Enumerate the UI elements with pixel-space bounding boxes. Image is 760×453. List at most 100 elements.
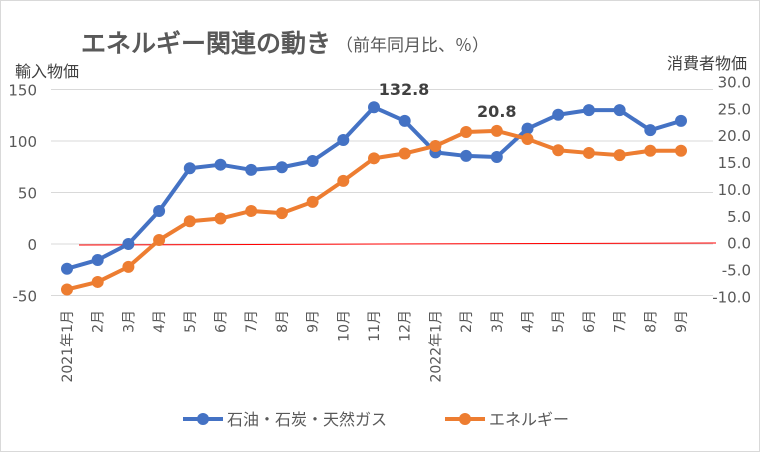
data-point [613,149,626,162]
data-point [460,149,473,162]
category-label: 8月 [643,310,659,333]
category-label: 5月 [183,310,199,333]
data-point [460,125,473,138]
right-tick-label: 10.0 [718,181,751,199]
category-label: 2月 [459,310,475,333]
legend-item-energy[interactable]: エネルギー [445,410,569,429]
data-point [521,132,534,145]
zero-reference-line [78,242,717,246]
category-label: 6月 [582,310,598,333]
right-axis-title: 消費者物価 [667,54,747,73]
left-axis-ticks: 150 100 50 0 -50 [8,82,37,306]
data-label: 20.8 [477,102,516,121]
category-label: 8月 [275,310,291,333]
data-point [122,260,135,273]
category-label: 4月 [152,310,168,333]
data-point [245,163,258,176]
data-point [644,144,657,157]
data-point [275,207,288,220]
data-point [153,205,166,218]
data-point [552,108,565,121]
left-tick-label: -50 [13,288,38,306]
left-tick-label: 50 [18,185,37,203]
data-point [91,253,104,266]
right-tick-label: 5.0 [727,208,751,226]
category-axis: 2021年1月 2月 3月 4月 5月 6月 7月 8月 9月 10月 11月 12月 2022年1月 2… [60,310,690,383]
data-point [91,275,104,288]
category-label: 9月 [306,310,322,333]
category-label: 2022年1月 [428,310,444,383]
data-point [368,152,380,165]
gridlines [51,89,713,296]
right-tick-label: 20.0 [718,127,751,145]
right-tick-label: 0.0 [727,235,751,253]
data-point [122,238,135,250]
data-point [398,114,411,127]
category-label: 7月 [244,310,260,333]
data-point [644,124,657,137]
legend-item-oil-coal-gas[interactable]: 石油・石炭・天然ガス [183,410,387,429]
series-energy [61,124,687,296]
category-label: 9月 [674,310,690,333]
category-label: 7月 [613,310,629,333]
series-group [61,101,687,296]
data-point [368,101,380,114]
data-point [61,283,73,296]
data-point [613,104,626,117]
legend-label: 石油・石炭・天然ガス [227,410,387,429]
data-point [214,212,227,225]
data-point [183,215,196,228]
right-tick-label: -5.0 [722,262,751,280]
category-label: 6月 [214,310,230,333]
data-point [675,144,687,157]
category-label: 3月 [490,310,506,333]
category-label: 3月 [121,310,137,333]
chart-subtitle: （前年同月比、％） [336,36,489,56]
data-point [675,114,687,127]
legend-marker [459,413,471,425]
data-point [61,262,73,275]
data-point [153,234,166,247]
data-point [337,174,350,187]
right-tick-label: 25.0 [718,100,751,118]
category-label: 12月 [398,310,414,342]
data-point [490,124,503,137]
data-point [552,144,565,157]
right-tick-label: 30.0 [718,73,751,91]
category-label: 2月 [91,310,107,333]
left-axis-title: 輸入物価 [15,62,79,81]
data-point [183,162,196,175]
data-point [337,133,350,146]
series-oil-coal-gas [61,101,687,275]
legend-marker [197,413,209,425]
category-label: 10月 [336,310,352,342]
data-point [429,139,442,152]
legend-label: エネルギー [489,410,569,429]
left-tick-label: 100 [8,133,37,151]
data-point [306,195,319,208]
data-point [398,147,411,160]
legend: 石油・石炭・天然ガス エネルギー [183,410,569,429]
category-label: 11月 [367,310,383,342]
category-label: 4月 [521,310,537,333]
right-axis-ticks: 30.0 25.0 20.0 15.0 10.0 5.0 0.0 -5.0 -10.0 [712,73,751,306]
left-tick-label: 0 [27,236,37,254]
data-labels: 132.8 20.8 [379,80,517,121]
data-point [214,158,227,171]
data-point [245,204,258,217]
data-point [306,154,319,167]
category-label: 2021年1月 [60,310,76,383]
category-label: 5月 [551,310,567,333]
data-point [582,146,595,159]
chart-title: エネルギー関連の動き [81,29,331,58]
right-tick-label: 15.0 [718,154,751,172]
right-tick-label: -10.0 [712,288,751,306]
data-point [521,122,534,135]
left-tick-label: 150 [8,82,37,100]
data-point [582,104,595,117]
data-label: 132.8 [379,80,430,99]
data-point [490,150,503,163]
data-point [275,161,288,174]
